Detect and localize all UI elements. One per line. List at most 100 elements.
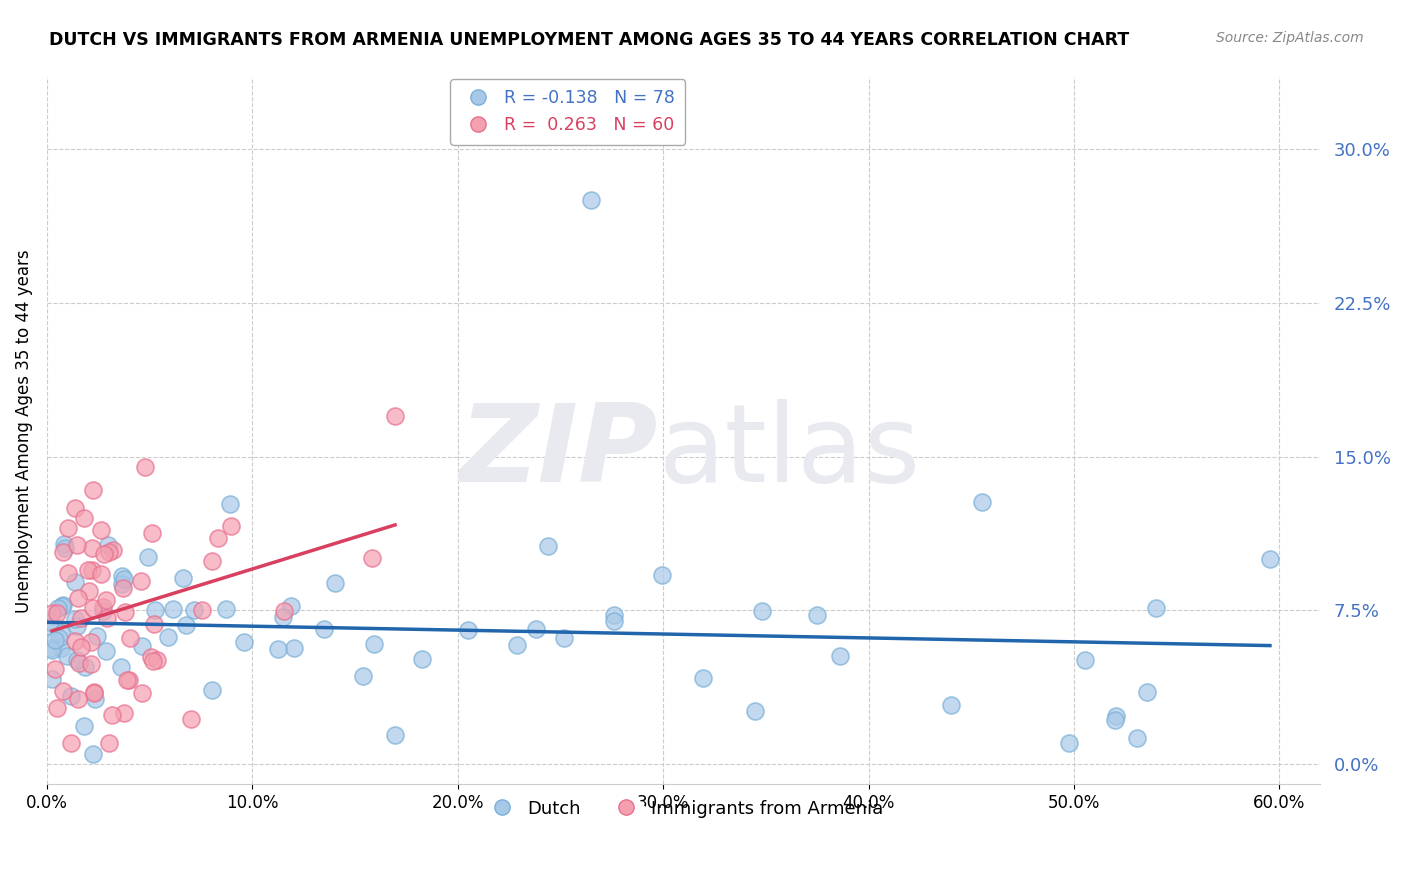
Point: [101, 543, 124, 558]
Point: [55, 649, 77, 664]
Point: [1258, 552, 1281, 566]
Point: [59, 736, 82, 750]
Point: [46, 701, 69, 715]
Point: [67, 656, 90, 670]
Point: [76, 563, 98, 577]
Point: [271, 609, 294, 624]
Point: [219, 497, 242, 511]
Point: [90, 566, 112, 581]
Point: [280, 599, 302, 613]
Point: [207, 531, 229, 545]
Point: [98, 545, 121, 559]
Point: [83, 692, 105, 706]
Point: [692, 671, 714, 685]
Point: [38, 619, 60, 633]
Point: [180, 712, 202, 726]
Point: [806, 607, 828, 622]
Point: [131, 686, 153, 700]
Point: [129, 574, 152, 588]
Point: [136, 550, 159, 565]
Point: [142, 654, 165, 668]
Point: [82, 541, 104, 555]
Point: [73, 511, 96, 525]
Text: ZIP: ZIP: [460, 399, 658, 505]
Point: [363, 637, 385, 651]
Point: [56, 566, 79, 580]
Point: [91, 604, 114, 618]
Point: [143, 603, 166, 617]
Point: [602, 614, 624, 628]
Point: [131, 640, 153, 654]
Point: [114, 706, 136, 720]
Point: [77, 583, 100, 598]
Point: [39, 641, 62, 656]
Point: [90, 524, 112, 538]
Point: [56, 521, 79, 535]
Point: [1144, 601, 1167, 615]
Point: [141, 650, 163, 665]
Point: [82, 600, 104, 615]
Point: [214, 602, 236, 616]
Point: [44, 632, 66, 647]
Point: [70, 610, 93, 624]
Point: [524, 622, 547, 636]
Point: [110, 660, 132, 674]
Point: [112, 572, 135, 586]
Point: [183, 603, 205, 617]
Point: [233, 635, 256, 649]
Point: [52, 683, 75, 698]
Point: [63, 574, 86, 589]
Point: [96, 644, 118, 658]
Point: [162, 602, 184, 616]
Point: [49, 640, 72, 655]
Point: [65, 633, 87, 648]
Point: [48, 632, 70, 646]
Point: [80, 657, 103, 672]
Point: [96, 611, 118, 625]
Point: [143, 616, 166, 631]
Point: [114, 605, 136, 619]
Point: [134, 459, 156, 474]
Point: [174, 618, 197, 632]
Point: [172, 571, 194, 585]
Point: [52, 537, 75, 551]
Point: [1073, 653, 1095, 667]
Point: [93, 547, 115, 561]
Point: [66, 692, 89, 706]
Point: [1104, 713, 1126, 727]
Point: [111, 568, 134, 582]
Y-axis label: Unemployment Among Ages 35 to 44 years: Unemployment Among Ages 35 to 44 years: [15, 249, 32, 613]
Point: [1057, 736, 1080, 750]
Point: [111, 577, 134, 591]
Point: [201, 683, 224, 698]
Point: [751, 603, 773, 617]
Point: [581, 194, 603, 208]
Point: [41, 643, 63, 657]
Point: [939, 698, 962, 713]
Point: [83, 685, 105, 699]
Legend: Dutch, Immigrants from Armenia: Dutch, Immigrants from Armenia: [477, 792, 890, 825]
Point: [66, 618, 89, 632]
Point: [49, 625, 72, 640]
Point: [91, 600, 114, 615]
Point: [553, 631, 575, 645]
Point: [191, 603, 214, 617]
Point: [73, 719, 96, 733]
Point: [283, 641, 305, 656]
Point: [65, 612, 87, 626]
Point: [651, 568, 673, 582]
Point: [411, 652, 433, 666]
Point: [111, 581, 134, 595]
Point: [273, 604, 295, 618]
Point: [506, 638, 529, 652]
Point: [118, 631, 141, 645]
Point: [53, 541, 76, 555]
Point: [146, 653, 169, 667]
Point: [100, 707, 122, 722]
Point: [360, 550, 382, 565]
Point: [83, 686, 105, 700]
Point: [70, 640, 93, 654]
Point: [603, 608, 626, 623]
Point: [970, 494, 993, 508]
Point: [352, 669, 374, 683]
